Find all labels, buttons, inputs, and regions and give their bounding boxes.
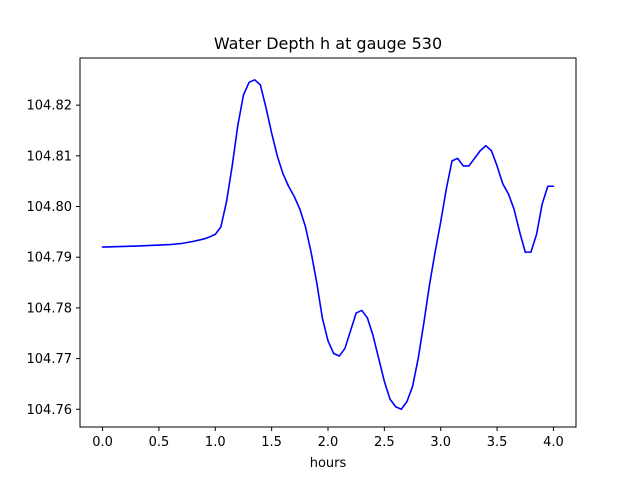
- y-tick-label: 104.79: [27, 251, 73, 266]
- y-axis: 104.76 104.77 104.78 104.79 104.80 104.81 104.…: [27, 99, 80, 418]
- y-tick-label: 104.80: [27, 200, 73, 215]
- x-tick-label: 2.0: [318, 435, 339, 450]
- x-axis: 0.0 0.5 1.0 1.5 2.0 2.5 3.0 3.5 4.0: [92, 427, 564, 450]
- x-tick-label: 0.0: [92, 435, 113, 450]
- x-tick-label: 0.5: [149, 435, 170, 450]
- x-tick-label: 4.0: [543, 435, 564, 450]
- y-tick-label: 104.76: [27, 403, 73, 418]
- x-tick-label: 2.5: [374, 435, 395, 450]
- series-line-0: [101, 79, 555, 411]
- x-tick-label: 1.5: [261, 435, 282, 450]
- x-tick-label: 3.5: [487, 435, 508, 450]
- y-tick-label: 104.77: [27, 352, 73, 367]
- y-tick-label: 104.81: [27, 149, 73, 164]
- y-tick-label: 104.82: [27, 99, 73, 114]
- chart-title: Water Depth h at gauge 530: [214, 34, 442, 53]
- x-tick-label: 1.0: [205, 435, 226, 450]
- y-tick-label: 104.78: [27, 301, 73, 316]
- x-tick-label: 3.0: [430, 435, 451, 450]
- plot-area: [101, 79, 555, 411]
- x-axis-label: hours: [310, 456, 347, 471]
